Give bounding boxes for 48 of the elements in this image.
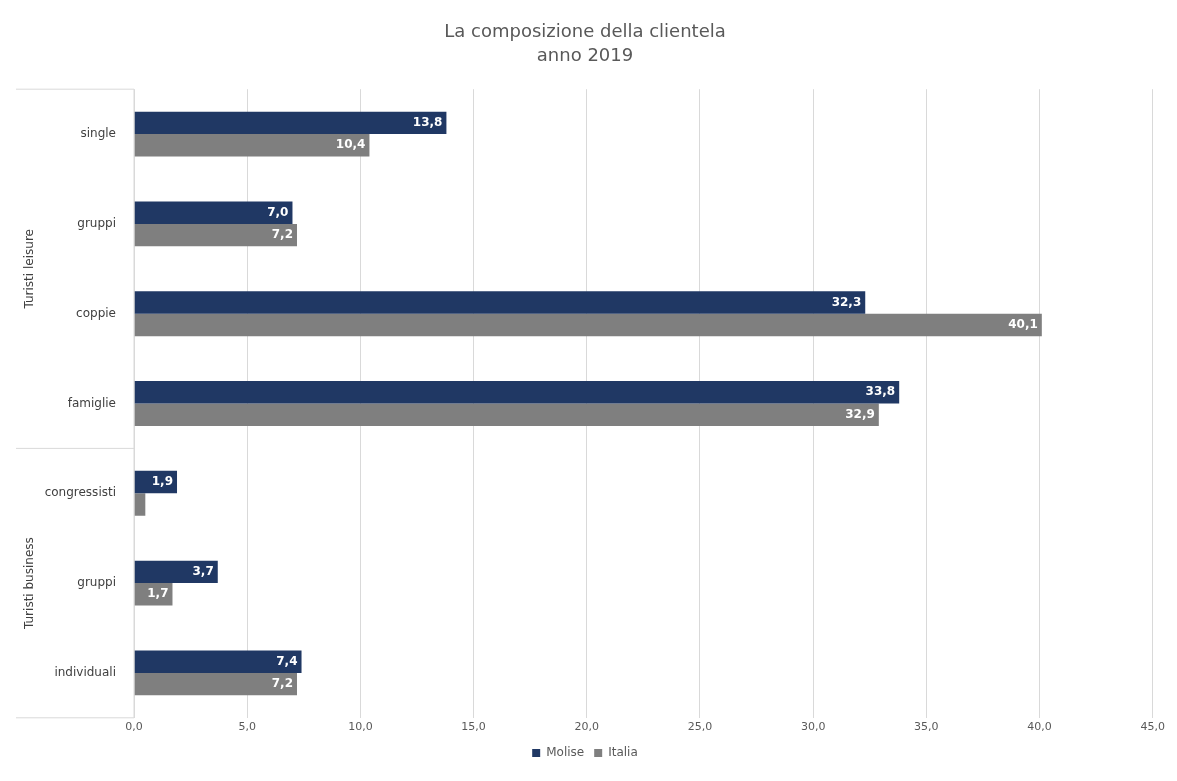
bar <box>134 111 447 135</box>
bar <box>134 134 370 157</box>
bar <box>134 650 302 673</box>
x-tick-label: 0,0 <box>125 720 143 734</box>
y-tick-label: single <box>80 126 116 141</box>
bar <box>134 560 218 584</box>
bar <box>134 672 297 696</box>
chart-subtitle: anno 2019 <box>536 44 634 66</box>
data-label: 1,9 <box>151 474 174 489</box>
y-tick-label: gruppi <box>77 575 116 590</box>
y-tick-label: coppie <box>76 305 116 320</box>
y-tick-label: individuali <box>54 665 116 680</box>
data-label: 13,8 <box>412 115 443 129</box>
legend-label: Molise <box>546 745 585 760</box>
x-tick-label: 45,0 <box>1140 720 1165 734</box>
bar <box>134 403 879 426</box>
x-tick-label: 25,0 <box>687 720 713 734</box>
text: Turisti leisure <box>22 229 37 310</box>
x-tick-label: 20,0 <box>574 720 600 734</box>
x-tick-label: 10,0 <box>348 720 373 734</box>
y-tick-label: gruppi <box>77 216 116 231</box>
data-label: 7,4 <box>276 653 298 668</box>
y-tick-label: congressisti <box>44 485 116 500</box>
bar <box>134 201 293 224</box>
x-tick-label: 30,0 <box>800 720 826 734</box>
data-label: 32,9 <box>845 406 875 421</box>
legend-label: Italia <box>608 745 638 760</box>
data-label: 40,1 <box>1008 317 1038 332</box>
y-tick-label: famiglie <box>67 395 116 410</box>
chart-title: La composizione della clientela <box>444 20 726 42</box>
data-label: 7,0 <box>267 204 289 219</box>
bar <box>134 223 297 247</box>
x-tick-label: 15,0 <box>461 720 486 734</box>
data-label: 33,8 <box>865 384 896 399</box>
x-tick-label: 5,0 <box>238 720 256 734</box>
data-label: 32,3 <box>831 294 862 309</box>
data-label: 1,7 <box>147 586 169 601</box>
x-tick-label: 40,0 <box>1027 720 1052 734</box>
data-label: 7,2 <box>271 676 293 691</box>
x-tick-label: 35,0 <box>914 720 939 734</box>
data-label: 10,4 <box>335 137 366 152</box>
bar <box>134 313 1042 337</box>
bar <box>134 291 866 314</box>
text: Turisti business <box>22 537 37 630</box>
data-label: 7,2 <box>271 227 293 242</box>
bar <box>134 381 900 404</box>
bar <box>134 493 146 516</box>
data-label: 3,7 <box>192 564 214 578</box>
